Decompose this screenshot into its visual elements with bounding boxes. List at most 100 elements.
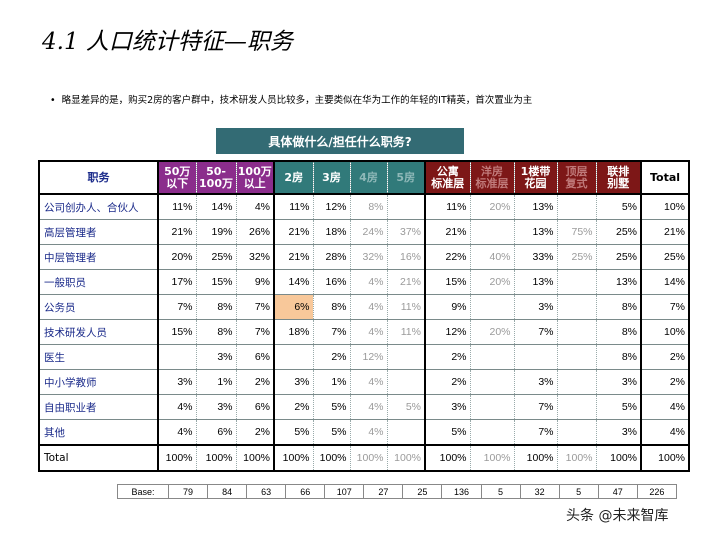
table-cell: 8% xyxy=(313,294,351,320)
table-cell: 4% xyxy=(350,369,388,395)
table-cell: 10% xyxy=(641,319,690,345)
base-value: 63 xyxy=(246,484,287,499)
row-label: 中层管理者 xyxy=(39,244,159,270)
table-cell: 8% xyxy=(196,319,237,345)
header-col-12: Total xyxy=(641,161,690,195)
table-cell: 3% xyxy=(196,344,237,370)
table-cell xyxy=(387,194,426,220)
table-cell: 25% xyxy=(196,244,237,270)
header-col-line1: 4房 xyxy=(359,170,378,184)
table-cell: 25% xyxy=(557,244,597,270)
header-col-line2: 别墅 xyxy=(607,176,630,190)
table-cell: 32% xyxy=(350,244,388,270)
table-cell: 100% xyxy=(470,444,515,472)
page-title: 4.1 人口统计特征—职务 xyxy=(42,29,293,55)
table-cell: 4% xyxy=(158,419,197,446)
table-cell: 26% xyxy=(236,219,275,245)
table-cell: 7% xyxy=(514,419,558,446)
header-col-8: 洋房 标准层 xyxy=(470,161,515,195)
table-row: 医生 3% 6% 2% 12% 2% 8% 2% xyxy=(39,344,690,370)
base-value: 25 xyxy=(402,484,443,499)
table-cell: 37% xyxy=(387,219,426,245)
base-label: Base: xyxy=(117,484,169,499)
table-cell: 20% xyxy=(158,244,197,270)
table-row: 自由职业者 4% 3% 6% 2% 5% 4% 5% 3% 7% 5% 4% xyxy=(39,394,690,420)
header-col-line1: 2房 xyxy=(284,170,304,184)
table-cell: 100% xyxy=(557,444,597,472)
table-cell: 15% xyxy=(158,319,197,345)
header-col-line2: 以下 xyxy=(166,176,189,190)
table-cell xyxy=(557,319,597,345)
header-col-line1: 联排 xyxy=(607,164,630,178)
table-cell: 25% xyxy=(596,219,642,245)
row-label: 高层管理者 xyxy=(39,219,159,245)
table-row: 其他 4% 6% 2% 5% 5% 4% 5% 7% 3% 4% xyxy=(39,419,690,446)
table-cell: 75% xyxy=(557,219,597,245)
table-cell: 2% xyxy=(236,419,275,446)
row-label: 公司创办人、合伙人 xyxy=(39,194,159,220)
base-value: 226 xyxy=(636,484,678,499)
header-col-6: 5房 xyxy=(387,161,426,195)
table-cell xyxy=(274,344,314,370)
table-cell xyxy=(387,344,426,370)
table-cell: 4% xyxy=(350,319,388,345)
table-cell xyxy=(387,369,426,395)
row-label: 自由职业者 xyxy=(39,394,159,420)
table-cell: 11% xyxy=(425,194,471,220)
header-col-0: 50万 以下 xyxy=(158,161,197,195)
table-cell xyxy=(557,344,597,370)
table-cell: 5% xyxy=(596,194,642,220)
table-cell xyxy=(514,344,558,370)
table-cell: 100% xyxy=(514,444,558,472)
table-cell: 2% xyxy=(425,369,471,395)
table-cell: 100% xyxy=(196,444,237,472)
table-header-row: 职务 50万 以下 50- 100万 100万 以上 2房 3房 4房 5房 公寓 标准层 洋房 标准层 1… xyxy=(39,161,690,195)
table-cell: 100% xyxy=(313,444,351,472)
table-cell: 32% xyxy=(236,244,275,270)
table-cell: 14% xyxy=(641,269,690,295)
base-value: 136 xyxy=(441,484,482,499)
table-cell: 100% xyxy=(387,444,426,472)
table-cell: 3% xyxy=(425,394,471,420)
table-cell: 4% xyxy=(641,394,690,420)
base-row: Base: 79 84 63 66 107 27 25 136 5 32 5 47 226 xyxy=(117,484,678,499)
table-cell: 8% xyxy=(596,294,642,320)
table-cell: 2% xyxy=(641,344,690,370)
header-col-line1: 50万 xyxy=(164,164,191,178)
table-cell: 3% xyxy=(514,369,558,395)
header-col-line1: 1楼带 xyxy=(520,164,551,178)
base-value: 66 xyxy=(285,484,326,499)
header-col-line2: 复式 xyxy=(565,176,588,190)
base-value: 32 xyxy=(519,484,560,499)
table-cell: 28% xyxy=(313,244,351,270)
table-cell: 19% xyxy=(196,219,237,245)
table-cell: 16% xyxy=(313,269,351,295)
table-cell: 3% xyxy=(596,369,642,395)
row-label: 其他 xyxy=(39,419,159,446)
table-cell: 25% xyxy=(596,244,642,270)
table-row: 中小学教师 3% 1% 2% 3% 1% 4% 2% 3% 3% 2% xyxy=(39,369,690,395)
table-cell: 5% xyxy=(596,394,642,420)
table-cell: 1% xyxy=(313,369,351,395)
table-cell: 21% xyxy=(425,219,471,245)
table-cell: 3% xyxy=(596,419,642,446)
header-col-line1: Total xyxy=(649,170,681,184)
table-cell: 12% xyxy=(350,344,388,370)
row-label: 技术研发人员 xyxy=(39,319,159,345)
header-col-11: 联排 别墅 xyxy=(596,161,642,195)
watermark: 头条 @未来智库 xyxy=(566,508,669,524)
header-col-9: 1楼带 花园 xyxy=(514,161,558,195)
base-value: 79 xyxy=(167,484,209,499)
header-col-line1: 5房 xyxy=(396,170,416,184)
table-cell: 7% xyxy=(236,319,275,345)
table-cell: 11% xyxy=(158,194,197,220)
header-col-line2: 花园 xyxy=(524,176,547,190)
table-cell: 100% xyxy=(350,444,388,472)
table-cell: 5% xyxy=(274,419,314,446)
header-col-line1: 顶层 xyxy=(565,164,588,178)
table-cell: 15% xyxy=(196,269,237,295)
table-cell: 4% xyxy=(350,419,388,446)
table-cell xyxy=(158,344,197,370)
table-cell xyxy=(470,394,515,420)
table-cell: 10% xyxy=(641,194,690,220)
